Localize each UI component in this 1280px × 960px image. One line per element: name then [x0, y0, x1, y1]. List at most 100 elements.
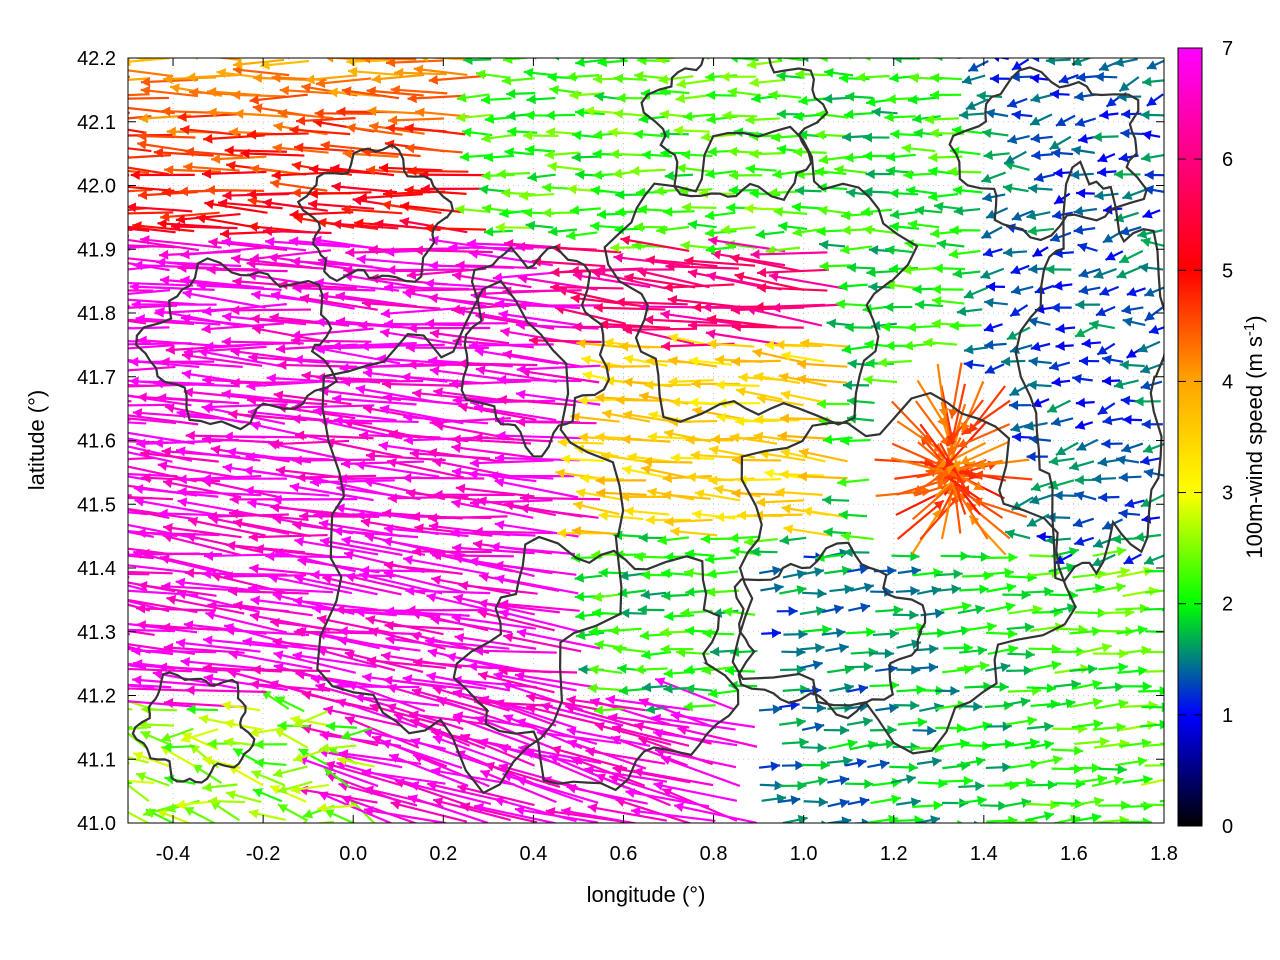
wind-vector-shaft [515, 719, 598, 746]
wind-vector-head [820, 760, 830, 771]
wind-vector-shaft [403, 557, 488, 575]
wind-vector-head [1144, 555, 1155, 565]
wind-vector-head [840, 725, 850, 736]
wind-vector-shaft [128, 400, 132, 403]
wind-vector-head [764, 340, 775, 351]
wind-vector-head [705, 168, 715, 179]
wind-vector-head [684, 625, 695, 636]
wind-vector-shaft [99, 722, 124, 744]
wind-vector-head [342, 148, 352, 159]
wind-vector-head [406, 285, 416, 296]
wind-vector-head [835, 627, 846, 638]
wind-vector-head [1119, 226, 1130, 236]
wind-vector-shaft [262, 200, 328, 212]
wind-vector-head [1008, 644, 1018, 655]
wind-vector-head [1113, 775, 1124, 786]
wind-vector-head [975, 604, 985, 615]
wind-vector-shaft [667, 297, 740, 309]
wind-vector-head [272, 768, 283, 778]
wind-vector-shaft [427, 450, 507, 464]
wind-vector-head [1092, 557, 1103, 567]
wind-vector-head [374, 219, 384, 230]
wind-vector-head [575, 610, 585, 621]
wind-vector-head [428, 355, 438, 366]
wind-vector-head [1122, 414, 1132, 425]
wind-vector-head [480, 769, 491, 779]
wind-vector-head [641, 464, 652, 475]
wind-vector-head [816, 398, 826, 409]
wind-vector-shaft [248, 355, 330, 365]
wind-vector-head [1076, 441, 1087, 451]
wind-vector-head [467, 661, 478, 672]
wind-vector-head [407, 93, 417, 104]
wind-vector-shaft [966, 501, 1011, 540]
wind-vector-head [313, 509, 323, 520]
wind-vector-head [290, 784, 301, 795]
wind-vector-shaft [516, 364, 601, 371]
wind-vector-head [847, 396, 857, 407]
wind-vector-head [1116, 546, 1127, 557]
wind-vector-head [128, 480, 129, 486]
wind-vector-head [131, 299, 141, 310]
wind-vector-head [177, 497, 188, 508]
wind-vector-head [1075, 328, 1086, 338]
wind-vector-head [792, 227, 803, 238]
wind-vector-shaft [128, 554, 154, 560]
wind-vector-head [345, 716, 356, 726]
wind-vector-head [115, 355, 124, 365]
wind-vector-head [66, 349, 76, 359]
wind-vector-shaft [153, 151, 214, 157]
wind-vector-head [87, 208, 96, 218]
wind-vector-head [1140, 364, 1151, 374]
wind-vector-head [137, 580, 148, 591]
wind-vector-head [983, 322, 995, 333]
wind-vector-head [617, 663, 627, 674]
wind-vector-head [578, 395, 588, 406]
wind-vector-head [929, 644, 939, 655]
wind-vector-shaft [431, 730, 512, 749]
wind-vector-head [138, 113, 149, 124]
wind-vector-head [248, 532, 258, 542]
wind-vector-head [844, 109, 854, 120]
wind-vector-head [694, 489, 705, 499]
wind-vector-head [938, 407, 949, 418]
wind-vector-head [1030, 341, 1041, 352]
wind-vector-head [1072, 373, 1082, 384]
wind-vector-head [625, 788, 636, 798]
wind-vector-head [858, 684, 869, 694]
wind-vector-shaft [972, 498, 1028, 518]
wind-vector-head [223, 737, 234, 748]
wind-vector-head [62, 651, 72, 661]
wind-vector-head [910, 797, 921, 808]
wind-vector-head [240, 148, 250, 159]
wind-vector-head [186, 72, 196, 83]
wind-vector-head [1102, 233, 1114, 243]
wind-vector-head [885, 245, 895, 256]
wind-vector-head [594, 640, 605, 650]
wind-vector-head [365, 450, 376, 461]
wind-vector-shaft [183, 165, 240, 172]
wind-vector-shaft [128, 244, 178, 249]
wind-vector-head [134, 496, 145, 507]
wind-vector-shaft [248, 533, 328, 539]
wind-vector-head [1004, 154, 1015, 164]
wind-vector-head [449, 378, 459, 389]
wind-vector-shaft [384, 624, 464, 631]
wind-vector-head [320, 140, 331, 151]
wind-vector-head [957, 820, 964, 823]
wind-vector-head [664, 551, 674, 562]
wind-vector-head [725, 665, 735, 676]
wind-vector-head [684, 568, 694, 579]
wind-vector-shaft [265, 554, 351, 559]
wind-vector-head [823, 93, 833, 104]
wind-vector-head [705, 58, 709, 61]
wind-vector-shaft [406, 267, 487, 277]
wind-vector-head [704, 210, 715, 221]
wind-vector-head [112, 209, 121, 219]
wind-vector-head [204, 341, 214, 352]
wind-vector-head [425, 636, 435, 647]
wind-vector-shaft [249, 93, 308, 102]
wind-vector-head [818, 154, 829, 165]
y-tick-label: 41.4 [77, 558, 116, 580]
wind-vector-head [823, 527, 833, 538]
